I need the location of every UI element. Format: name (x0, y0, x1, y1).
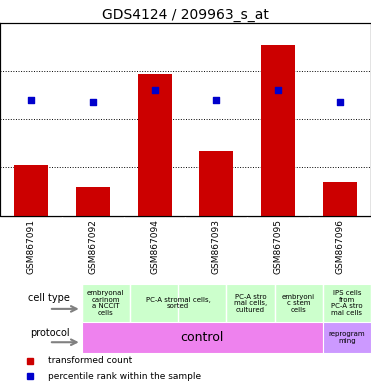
Text: IPS cells
from
PC-A stro
mal cells: IPS cells from PC-A stro mal cells (331, 290, 363, 316)
Bar (138, 74, 171, 215)
Point (28, 97, 34, 103)
Text: control: control (181, 331, 224, 344)
Point (337, 99, 343, 106)
Bar (323, 284, 371, 322)
Text: GSM867094: GSM867094 (150, 219, 159, 274)
Text: GSM867092: GSM867092 (88, 219, 97, 274)
Bar (76, 187, 110, 215)
Text: PC-A stromal cells,
sorted: PC-A stromal cells, sorted (146, 297, 210, 310)
Text: embryoni
c stem
cells: embryoni c stem cells (282, 294, 315, 313)
Text: GSM867093: GSM867093 (212, 219, 221, 274)
Text: percentile rank within the sample: percentile rank within the sample (48, 372, 201, 381)
Bar (323, 182, 357, 215)
Point (90, 99, 96, 106)
Title: GDS4124 / 209963_s_at: GDS4124 / 209963_s_at (102, 8, 269, 22)
Text: GSM867096: GSM867096 (336, 219, 345, 274)
Text: reprogram
ming: reprogram ming (329, 331, 365, 344)
Text: cell type: cell type (27, 293, 69, 303)
Bar (261, 45, 295, 215)
Bar (14, 165, 48, 215)
Text: transformed count: transformed count (48, 356, 132, 365)
Bar (226, 284, 275, 322)
Text: PC-A stro
mal cells,
cultured: PC-A stro mal cells, cultured (234, 294, 267, 313)
Point (152, 87, 158, 93)
Text: GSM867091: GSM867091 (26, 219, 35, 274)
Bar (200, 151, 233, 215)
Point (275, 87, 281, 93)
Bar (82, 284, 130, 322)
Bar (275, 284, 323, 322)
Text: protocol: protocol (30, 328, 69, 338)
Text: embryonal
carinom
a NCCIT
cells: embryonal carinom a NCCIT cells (87, 290, 124, 316)
Bar (323, 322, 371, 353)
Bar (130, 284, 226, 322)
Point (213, 97, 219, 103)
Bar (82, 322, 323, 353)
Text: GSM867095: GSM867095 (274, 219, 283, 274)
